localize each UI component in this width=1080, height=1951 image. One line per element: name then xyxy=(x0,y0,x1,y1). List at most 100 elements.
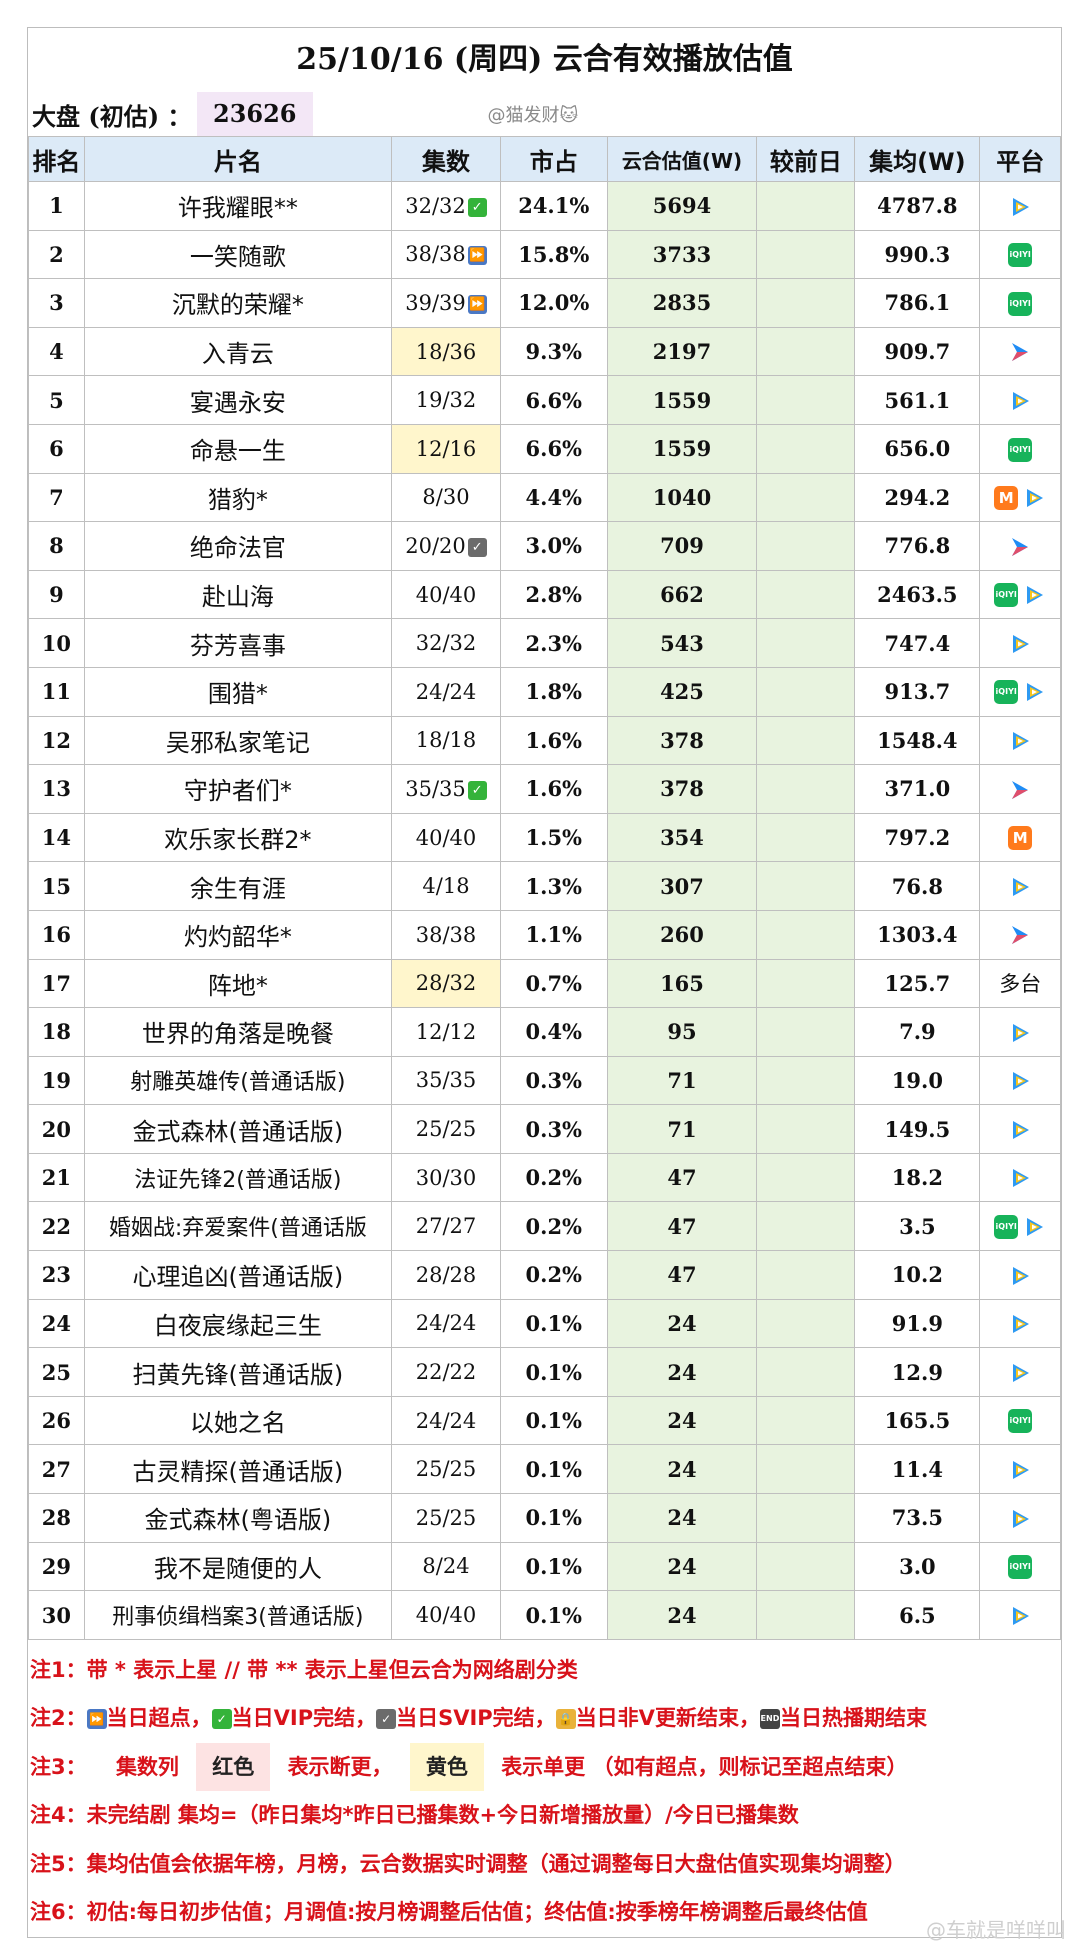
rank-cell: 11 xyxy=(28,666,85,717)
iqiyi-icon: iQIYI xyxy=(994,680,1019,705)
platform-cell xyxy=(979,1250,1061,1300)
title-cell: 射雕英雄传(普通话版) xyxy=(83,1055,392,1106)
table-row: 27 古灵精探(普通话版) 25/25 0.1% 24 11.4 xyxy=(28,1444,1061,1495)
tencent-video-icon xyxy=(1008,1603,1033,1628)
diff-cell xyxy=(756,569,856,620)
table-row: 13 守护者们* 35/35 ✓ 1.6% 378 371.0 xyxy=(28,764,1061,814)
note-5: 注5：集均估值会依据年榜，月榜，云合数据实时调整（通过调整每日大盘估值实现集均调… xyxy=(30,1851,906,1876)
title-cell: 余生有涯 xyxy=(83,861,392,911)
mango-tv-icon: M xyxy=(994,486,1019,511)
diff-cell xyxy=(756,1493,856,1543)
avg-cell: 12.9 xyxy=(854,1347,981,1397)
episodes-value: 40/40 xyxy=(415,1603,477,1628)
avg-value: 294.2 xyxy=(884,484,951,510)
rank-value: 4 xyxy=(49,339,64,365)
avg-value: 909.7 xyxy=(884,339,951,365)
avg-value: 913.7 xyxy=(884,679,951,705)
share-value: 0.1% xyxy=(525,1505,583,1531)
rank-value: 29 xyxy=(41,1553,71,1579)
episodes-value: 22/22 xyxy=(415,1360,477,1385)
avg-cell: 371.0 xyxy=(854,764,981,814)
mango-tv-icon: M xyxy=(1008,826,1033,851)
title-cell: 心理追凶(普通话版) xyxy=(83,1250,392,1300)
title-cell: 法证先锋2(普通话版) xyxy=(83,1152,392,1203)
estimate-cell: 354 xyxy=(606,812,758,863)
diff-cell xyxy=(756,909,856,960)
rank-cell: 7 xyxy=(28,472,85,523)
episodes-value: 4/18 xyxy=(422,874,470,899)
avg-cell: 3.5 xyxy=(854,1201,981,1252)
iqiyi-icon: iQIYI xyxy=(1008,291,1033,316)
avg-cell: 125.7 xyxy=(854,958,981,1009)
share-cell: 2.8% xyxy=(500,569,608,620)
avg-value: 7.9 xyxy=(899,1019,936,1045)
rank-value: 18 xyxy=(41,1019,71,1045)
episodes-value: 18/36 xyxy=(415,339,477,364)
title-value: 一笑随歌 xyxy=(189,242,286,271)
platform-cell xyxy=(979,1444,1061,1495)
table-row: 5 宴遇永安 19/32 6.6% 1559 561.1 xyxy=(28,375,1061,425)
episodes-value: 40/40 xyxy=(415,582,477,607)
share-cell: 1.3% xyxy=(500,861,608,911)
share-value: 1.6% xyxy=(525,727,583,753)
rank-cell: 14 xyxy=(28,812,85,863)
estimate-value: 709 xyxy=(660,533,704,559)
share-value: 0.1% xyxy=(525,1359,583,1385)
estimate-cell: 1559 xyxy=(606,375,758,425)
note-2-a: 当日超点， xyxy=(106,1706,212,1731)
avg-value: 165.5 xyxy=(884,1408,951,1434)
episodes-cell: 38/38 ⏩ xyxy=(390,229,502,280)
episodes-value: 40/40 xyxy=(415,825,477,850)
avg-value: 747.4 xyxy=(884,630,951,656)
platform-cell xyxy=(979,1493,1061,1543)
share-value: 3.0% xyxy=(525,533,583,559)
tencent-video-icon xyxy=(1022,1215,1047,1240)
estimate-value: 24 xyxy=(667,1456,697,1482)
title-cell: 金式森林(普通话版) xyxy=(83,1104,392,1154)
avg-cell: 1548.4 xyxy=(854,715,981,766)
peak-fastforward-icon: ⏩ xyxy=(467,294,487,314)
youku-icon xyxy=(1008,534,1033,559)
estimate-cell: 307 xyxy=(606,861,758,911)
platform-cell xyxy=(979,618,1061,668)
share-value: 12.0% xyxy=(518,290,590,316)
estimate-value: 2835 xyxy=(652,290,712,316)
estimate-value: 24 xyxy=(667,1553,697,1579)
share-value: 0.1% xyxy=(525,1408,583,1434)
diff-cell xyxy=(756,1347,856,1397)
title-value: 宴遇永安 xyxy=(189,388,286,417)
platform-cell: iQIYI xyxy=(979,1201,1061,1252)
avg-cell: 76.8 xyxy=(854,861,981,911)
yellow-chip: 黄色 xyxy=(409,1742,484,1792)
diff-cell xyxy=(756,181,856,231)
diff-cell xyxy=(756,1298,856,1349)
diff-cell xyxy=(756,278,856,328)
estimate-value: 2197 xyxy=(652,339,712,365)
avg-value: 3.5 xyxy=(899,1213,936,1239)
avg-value: 371.0 xyxy=(884,776,951,802)
rank-value: 8 xyxy=(49,533,64,559)
title-cell: 猎豹* xyxy=(83,472,392,523)
title-value: 命悬一生 xyxy=(189,437,286,466)
avg-value: 776.8 xyxy=(884,533,951,559)
rank-value: 2 xyxy=(49,241,64,267)
platform-cell xyxy=(979,861,1061,911)
avg-cell: 656.0 xyxy=(854,423,981,474)
platform-cell xyxy=(979,326,1061,377)
diff-cell xyxy=(756,1055,856,1106)
title-value: 扫黄先锋(普通话版) xyxy=(132,1360,344,1389)
rank-value: 1 xyxy=(49,193,64,219)
episodes-cell: 25/25 xyxy=(390,1104,502,1154)
diff-cell xyxy=(756,521,856,571)
note-3-c: 表示单更 （如有超点，则标记至超点结束） xyxy=(501,1754,908,1779)
share-cell: 15.8% xyxy=(500,229,608,280)
iqiyi-icon: iQIYI xyxy=(994,1215,1019,1240)
diff-cell xyxy=(756,1152,856,1203)
rank-cell: 29 xyxy=(28,1541,85,1592)
estimate-value: 24 xyxy=(667,1359,697,1385)
title-cell: 以她之名 xyxy=(83,1395,392,1446)
episodes-cell: 35/35 xyxy=(390,1055,502,1106)
header-title: 片名 xyxy=(83,136,392,182)
episodes-value: 25/25 xyxy=(415,1117,477,1142)
estimate-cell: 47 xyxy=(606,1201,758,1252)
